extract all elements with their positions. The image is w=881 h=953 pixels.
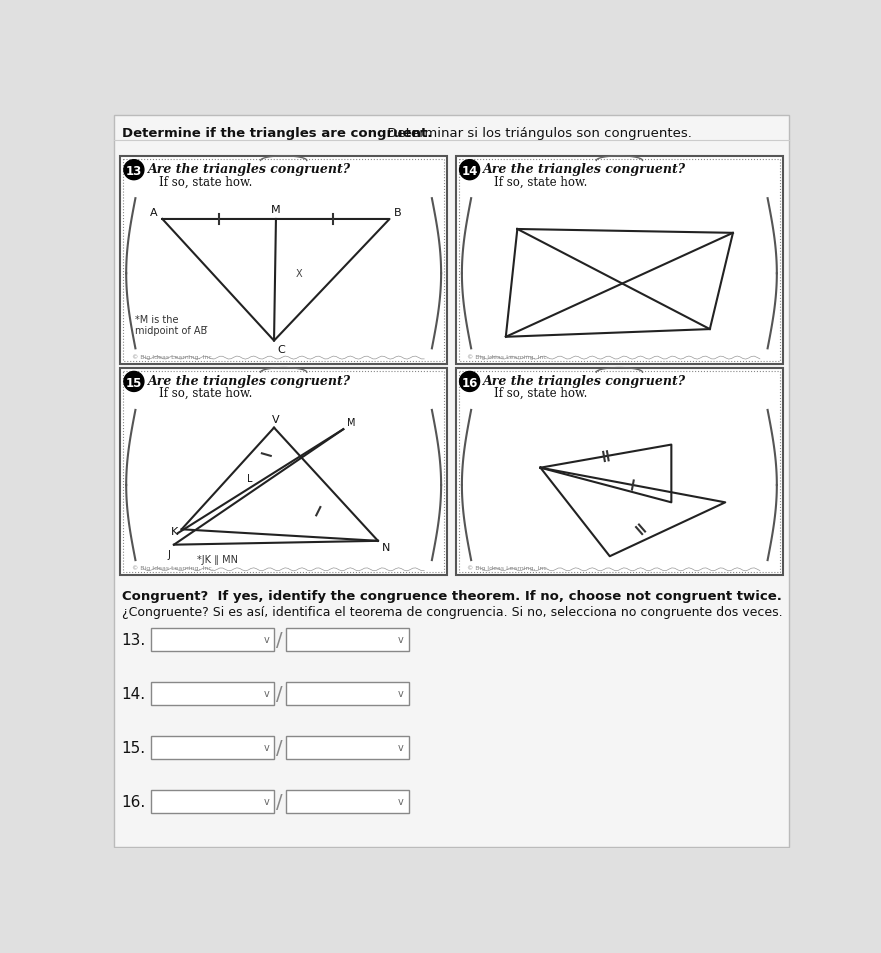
Text: If so, state how.: If so, state how.: [494, 175, 588, 188]
Text: v: v: [263, 797, 270, 806]
Text: C: C: [278, 344, 285, 355]
Text: X: X: [296, 269, 302, 278]
Text: *JK ∥ MN: *JK ∥ MN: [197, 555, 238, 564]
Text: v: v: [398, 742, 404, 753]
FancyBboxPatch shape: [459, 160, 780, 361]
Text: K: K: [171, 526, 178, 537]
Text: v: v: [263, 742, 270, 753]
FancyBboxPatch shape: [151, 736, 274, 759]
Text: *M is the
midpoint of AB̅: *M is the midpoint of AB̅: [136, 314, 208, 335]
Text: © Big Ideas Learning, Inc.: © Big Ideas Learning, Inc.: [467, 565, 549, 571]
Text: ¿Congruente? Si es así, identifica el teorema de congruencia. Si no, selecciona : ¿Congruente? Si es así, identifica el te…: [122, 605, 782, 618]
Text: 13.: 13.: [122, 632, 146, 647]
FancyBboxPatch shape: [285, 790, 409, 813]
Text: If so, state how.: If so, state how.: [159, 387, 252, 399]
Text: /: /: [276, 630, 283, 649]
FancyBboxPatch shape: [120, 156, 448, 364]
FancyBboxPatch shape: [120, 368, 448, 576]
Text: M: M: [347, 417, 356, 428]
FancyBboxPatch shape: [114, 116, 789, 846]
Text: N: N: [381, 543, 390, 553]
Text: A: A: [150, 208, 158, 217]
Text: J: J: [167, 549, 170, 559]
Text: 15.: 15.: [122, 740, 145, 755]
Text: Congruent?  If yes, identify the congruence theorem. If no, choose not congruent: Congruent? If yes, identify the congruen…: [122, 590, 781, 602]
FancyBboxPatch shape: [123, 160, 444, 361]
Text: M: M: [271, 205, 281, 215]
FancyBboxPatch shape: [151, 628, 274, 651]
FancyBboxPatch shape: [455, 368, 783, 576]
Text: © Big Ideas Learning, Inc.: © Big Ideas Learning, Inc.: [467, 354, 549, 359]
Text: /: /: [276, 738, 283, 757]
Circle shape: [124, 372, 144, 392]
FancyBboxPatch shape: [123, 372, 444, 573]
Text: 15: 15: [126, 376, 142, 390]
Text: Determinar si los triángulos son congruentes.: Determinar si los triángulos son congrue…: [383, 127, 692, 140]
Circle shape: [460, 160, 479, 180]
Text: Are the triangles congruent?: Are the triangles congruent?: [148, 163, 351, 175]
Text: v: v: [398, 689, 404, 699]
Text: B: B: [394, 208, 402, 217]
Text: v: v: [263, 635, 270, 645]
Text: v: v: [398, 797, 404, 806]
Text: v: v: [263, 689, 270, 699]
FancyBboxPatch shape: [285, 628, 409, 651]
FancyBboxPatch shape: [455, 156, 783, 364]
Text: V: V: [271, 415, 279, 424]
Text: 14: 14: [462, 165, 478, 178]
FancyBboxPatch shape: [285, 682, 409, 705]
Text: If so, state how.: If so, state how.: [159, 175, 252, 188]
Text: Are the triangles congruent?: Are the triangles congruent?: [148, 375, 351, 387]
Text: If so, state how.: If so, state how.: [494, 387, 588, 399]
Text: /: /: [276, 792, 283, 811]
Text: Determine if the triangles are congruent.: Determine if the triangles are congruent…: [122, 127, 432, 140]
Text: Are the triangles congruent?: Are the triangles congruent?: [484, 375, 686, 387]
FancyBboxPatch shape: [459, 372, 780, 573]
Text: Are the triangles congruent?: Are the triangles congruent?: [484, 163, 686, 175]
Text: 16.: 16.: [122, 794, 146, 809]
Text: /: /: [276, 684, 283, 703]
Text: © Big Ideas Learning, Inc.: © Big Ideas Learning, Inc.: [131, 565, 213, 571]
Circle shape: [460, 372, 479, 392]
FancyBboxPatch shape: [151, 682, 274, 705]
Text: L: L: [247, 474, 253, 483]
Text: © Big Ideas Learning, Inc.: © Big Ideas Learning, Inc.: [131, 354, 213, 359]
Text: v: v: [398, 635, 404, 645]
Text: 13: 13: [126, 165, 142, 178]
Text: 16: 16: [462, 376, 478, 390]
FancyBboxPatch shape: [285, 736, 409, 759]
Circle shape: [124, 160, 144, 180]
Text: 14.: 14.: [122, 686, 145, 701]
FancyBboxPatch shape: [151, 790, 274, 813]
